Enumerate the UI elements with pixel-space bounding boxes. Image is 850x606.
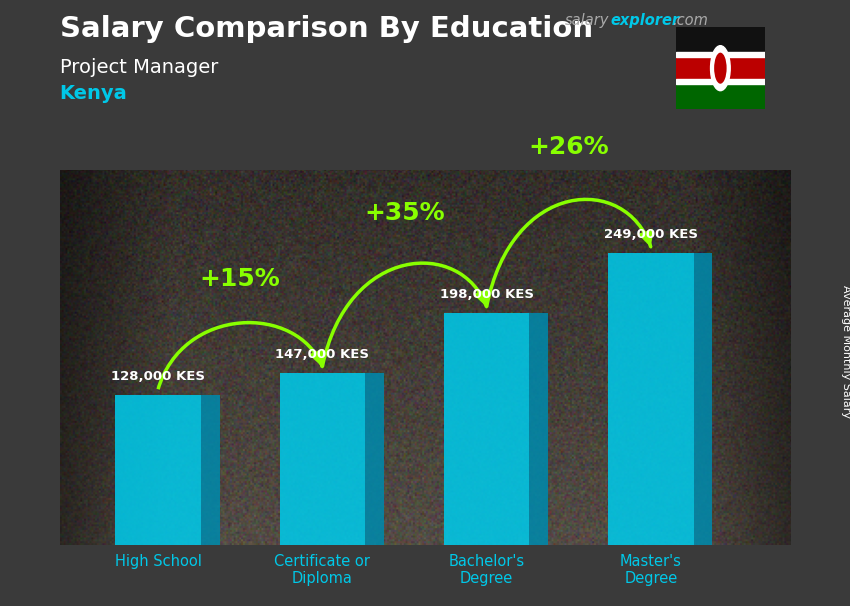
Bar: [676, 52, 765, 57]
Text: 128,000 KES: 128,000 KES: [111, 370, 205, 384]
Text: Average Monthly Salary: Average Monthly Salary: [841, 285, 850, 418]
Polygon shape: [694, 253, 712, 545]
Text: explorer: explorer: [610, 13, 679, 28]
Polygon shape: [530, 313, 548, 545]
Bar: [676, 79, 765, 84]
Text: Salary Comparison By Education: Salary Comparison By Education: [60, 15, 592, 43]
Bar: [676, 82, 765, 109]
Text: Kenya: Kenya: [60, 84, 128, 102]
Text: +35%: +35%: [364, 201, 445, 225]
Text: .com: .com: [672, 13, 708, 28]
Polygon shape: [201, 395, 219, 545]
Polygon shape: [444, 313, 530, 545]
Ellipse shape: [711, 45, 730, 91]
Text: Project Manager: Project Manager: [60, 58, 218, 76]
Text: +26%: +26%: [529, 135, 609, 159]
Ellipse shape: [714, 53, 727, 84]
Polygon shape: [365, 373, 384, 545]
Text: salary: salary: [565, 13, 609, 28]
Text: +15%: +15%: [200, 267, 280, 291]
Polygon shape: [280, 373, 365, 545]
Bar: [676, 55, 765, 82]
Text: 147,000 KES: 147,000 KES: [275, 348, 370, 361]
Text: 198,000 KES: 198,000 KES: [439, 288, 534, 301]
Polygon shape: [608, 253, 694, 545]
Text: 249,000 KES: 249,000 KES: [604, 228, 698, 241]
Polygon shape: [116, 395, 201, 545]
Bar: [676, 27, 765, 55]
